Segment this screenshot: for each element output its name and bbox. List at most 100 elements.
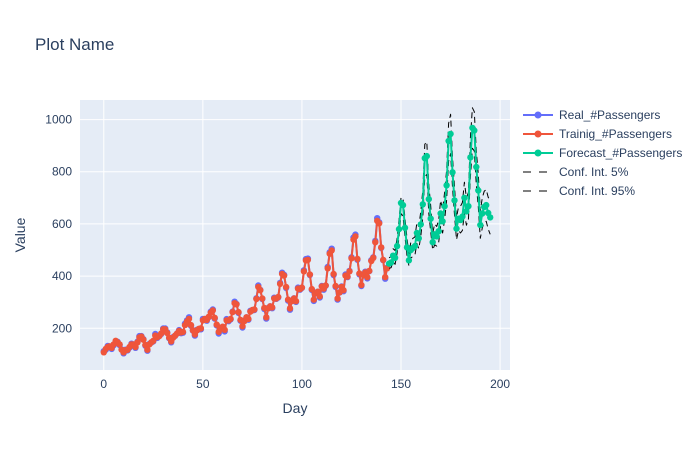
data-point (447, 130, 454, 138)
data-point (465, 203, 472, 210)
data-point (233, 301, 240, 308)
data-point (352, 233, 359, 240)
data-point (257, 287, 264, 294)
data-point (471, 127, 478, 134)
data-point (304, 256, 312, 264)
legend: Real_#Passengers Trainig_#Passengers Forec… (523, 108, 682, 198)
x-tick-label: 150 (391, 377, 411, 391)
data-point (445, 137, 452, 145)
x-tick-label: 100 (292, 377, 312, 391)
legend-item-forecast-passengers[interactable]: Forecast_#Passengers (523, 146, 682, 160)
data-point (330, 270, 337, 278)
legend-label: Real_#Passengers (559, 108, 660, 122)
data-point (179, 328, 187, 336)
data-point (399, 201, 407, 209)
data-point (229, 308, 236, 316)
data-point (477, 221, 484, 229)
data-point (144, 346, 151, 353)
data-point (382, 273, 389, 281)
legend-item-conf-int-95[interactable]: Conf. Int. 95% (523, 184, 635, 198)
data-point (116, 341, 123, 348)
data-point (332, 282, 339, 290)
data-point (425, 195, 432, 203)
data-point (411, 242, 419, 250)
data-point (415, 235, 422, 242)
data-point (340, 287, 347, 294)
data-point (439, 218, 446, 225)
data-point (310, 296, 317, 303)
data-point (197, 325, 205, 332)
data-point (461, 194, 468, 201)
data-point (286, 305, 294, 312)
legend-label: Trainig_#Passengers (559, 127, 672, 141)
data-point (483, 201, 490, 209)
data-point (405, 257, 413, 264)
data-point (449, 169, 456, 176)
x-tick-label: 200 (490, 377, 510, 391)
data-point (441, 203, 448, 210)
x-axis-title: Day (283, 400, 308, 416)
legend-label: Conf. Int. 5% (559, 165, 629, 179)
data-point (187, 321, 195, 329)
data-point (245, 315, 252, 323)
data-point (437, 210, 444, 217)
data-point (364, 273, 371, 281)
y-tick-label: 800 (52, 165, 72, 179)
data-point (235, 308, 242, 316)
data-point (370, 254, 377, 261)
series-line-conf-int-95 (388, 107, 491, 259)
data-point (348, 255, 355, 262)
data-point (453, 225, 460, 232)
chart-title: Plot Name (35, 35, 114, 54)
legend-marker (534, 111, 542, 119)
x-tick-label: 0 (100, 377, 107, 391)
data-point (275, 293, 282, 301)
data-point (413, 229, 421, 237)
x-axis-ticks: 0 50 100 150 200 (100, 377, 510, 391)
data-point (467, 154, 474, 161)
data-point (298, 284, 306, 291)
data-point (140, 336, 147, 343)
y-tick-label: 1000 (45, 113, 72, 127)
data-point (282, 283, 290, 291)
data-point (292, 297, 300, 305)
series-layer (100, 107, 494, 357)
legend-item-conf-int-5[interactable]: Conf. Int. 5% (523, 165, 629, 179)
data-point (276, 280, 284, 288)
data-point (300, 268, 308, 275)
data-point (475, 187, 482, 194)
data-point (259, 295, 266, 302)
data-point (239, 323, 246, 330)
series-line-conf-int-5 (388, 147, 491, 269)
data-point (487, 214, 494, 221)
data-point (306, 271, 314, 278)
data-point (479, 210, 486, 217)
series-conf-int-5 (388, 147, 491, 269)
legend-item-real-passengers[interactable]: Real_#Passengers (523, 108, 660, 122)
data-point (443, 182, 450, 189)
data-point (324, 265, 331, 272)
y-tick-label: 200 (52, 321, 72, 335)
y-axis-title: Value (12, 217, 28, 252)
data-point (354, 255, 361, 263)
data-point (378, 244, 385, 251)
data-point (435, 228, 442, 235)
legend-label: Forecast_#Passengers (559, 146, 682, 160)
data-point (251, 306, 258, 313)
legend-marker (534, 130, 542, 138)
data-point (376, 220, 383, 227)
data-point (209, 307, 216, 314)
y-tick-label: 600 (52, 217, 72, 231)
data-point (269, 304, 276, 311)
y-tick-label: 400 (52, 269, 72, 283)
data-point (253, 295, 260, 303)
data-point (391, 254, 399, 261)
data-point (316, 293, 323, 300)
data-point (334, 295, 341, 302)
data-point (344, 273, 351, 280)
data-point (221, 326, 228, 333)
legend-item-trainig-passengers[interactable]: Trainig_#Passengers (523, 127, 672, 141)
data-point (372, 239, 379, 246)
data-point (463, 208, 470, 215)
